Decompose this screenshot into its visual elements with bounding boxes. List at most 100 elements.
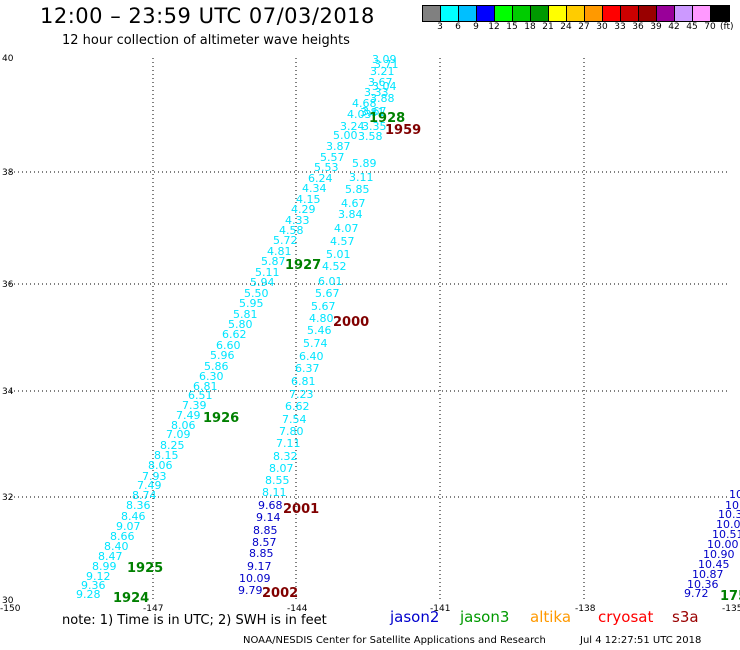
swh-value: 10.3 bbox=[725, 499, 740, 512]
swh-value: 4.67 bbox=[341, 197, 366, 210]
satellite-label: cryosat bbox=[598, 608, 654, 626]
swh-value: 5.53 bbox=[314, 161, 339, 174]
swh-value: 8.85 bbox=[253, 524, 278, 537]
latitude-label: 40 bbox=[2, 54, 14, 64]
swh-value: 4.29 bbox=[291, 203, 316, 216]
time-label: 2002 bbox=[262, 586, 298, 601]
swh-value: 10.00 bbox=[707, 538, 739, 551]
swh-value: 10.36 bbox=[687, 578, 719, 591]
swh-value: 6.81 bbox=[291, 375, 316, 388]
swh-value: 5.67 bbox=[311, 300, 336, 313]
swh-value: 5.89 bbox=[352, 157, 377, 170]
swh-value: 3.71 bbox=[374, 58, 399, 71]
swh-value: 4.03 bbox=[347, 108, 372, 121]
swh-value: 6.81 bbox=[193, 380, 218, 393]
footer-credit: NOAA/NESDIS Center for Satellite Applica… bbox=[243, 635, 546, 646]
satellite-tracks: 3.093.713.213.673.043.333.884.683.674.03… bbox=[76, 53, 740, 601]
time-label: 1925 bbox=[127, 561, 163, 576]
swh-value: 4.07 bbox=[334, 222, 359, 235]
swh-value: 3.04 bbox=[372, 80, 397, 93]
swh-value: 9.36 bbox=[81, 579, 106, 592]
swh-value: 5.81 bbox=[233, 308, 258, 321]
swh-value: 8.25 bbox=[160, 439, 185, 452]
longitude-label: -147 bbox=[143, 604, 163, 614]
swh-value: 3.09 bbox=[372, 53, 397, 66]
legend-swatch bbox=[603, 6, 621, 21]
legend-label: 30 bbox=[596, 22, 608, 32]
swh-value: 8.07 bbox=[269, 462, 294, 475]
swh-value: 4.58 bbox=[279, 224, 304, 237]
legend-color-bar bbox=[422, 5, 730, 22]
swh-value: 8.47 bbox=[98, 550, 123, 563]
swh-value: 9.12 bbox=[86, 570, 111, 583]
swh-value: 5.95 bbox=[239, 297, 264, 310]
legend-swatch bbox=[423, 6, 441, 21]
swh-value: 5.46 bbox=[307, 324, 332, 337]
swh-value: 6.30 bbox=[199, 370, 224, 383]
swh-value: 8.36 bbox=[126, 499, 151, 512]
swh-value: 3.58 bbox=[358, 130, 383, 143]
swh-value: 4.15 bbox=[296, 193, 321, 206]
time-label: 2001 bbox=[283, 502, 319, 517]
swh-value: 8.74 bbox=[132, 489, 157, 502]
legend-swatch bbox=[621, 6, 639, 21]
longitude-label: -141 bbox=[430, 604, 450, 614]
swh-value: 6.40 bbox=[299, 350, 324, 363]
longitude-label: -150 bbox=[0, 604, 21, 614]
swh-value: 7.11 bbox=[276, 437, 301, 450]
swh-value: 8.57 bbox=[252, 536, 277, 549]
time-label: 1959 bbox=[385, 123, 421, 138]
swh-value: 4.80 bbox=[309, 312, 334, 325]
swh-value: 9.28 bbox=[76, 588, 101, 601]
swh-value: 4.68 bbox=[352, 97, 377, 110]
time-label: 2000 bbox=[333, 315, 369, 330]
swh-value: 5.85 bbox=[345, 183, 370, 196]
swh-value: 5.96 bbox=[210, 349, 235, 362]
legend-label: 27 bbox=[578, 22, 590, 32]
legend-swatch bbox=[459, 6, 477, 21]
legend-label: 15 bbox=[506, 22, 518, 32]
swh-value: 6.24 bbox=[308, 172, 333, 185]
swh-value: 8.06 bbox=[148, 459, 173, 472]
swh-value: 9.17 bbox=[247, 560, 272, 573]
gridlines bbox=[10, 58, 730, 600]
legend-label: 6 bbox=[455, 22, 461, 32]
legend-swatch bbox=[513, 6, 531, 21]
map-title: 12:00 – 23:59 UTC 07/03/2018 bbox=[40, 4, 375, 28]
swh-value: 8.11 bbox=[262, 486, 287, 499]
swh-value: 5.50 bbox=[244, 287, 269, 300]
legend-swatch bbox=[495, 6, 513, 21]
swh-value: 3.81 bbox=[360, 106, 385, 119]
longitude-label: -135 bbox=[722, 604, 740, 614]
swh-value: 6.62 bbox=[285, 400, 310, 413]
swh-value: 5.74 bbox=[303, 337, 328, 350]
legend-label: 18 bbox=[524, 22, 536, 32]
time-label: 1928 bbox=[369, 111, 405, 126]
swh-value: 3.84 bbox=[338, 208, 363, 221]
swh-value: 7.93 bbox=[142, 470, 167, 483]
swh-value: 10.09 bbox=[239, 572, 271, 585]
longitude-label: -138 bbox=[575, 604, 596, 614]
swh-value: 8.32 bbox=[273, 450, 298, 463]
swh-value: 4.81 bbox=[267, 245, 292, 258]
legend-swatch bbox=[549, 6, 567, 21]
swh-value: 10 bbox=[729, 488, 740, 501]
legend-swatch bbox=[531, 6, 549, 21]
legend-swatch bbox=[657, 6, 675, 21]
swh-value: 3.24 bbox=[340, 120, 365, 133]
legend-swatch bbox=[477, 6, 495, 21]
time-label: 1924 bbox=[113, 591, 149, 606]
swh-value: 6.51 bbox=[188, 389, 213, 402]
legend-swatch bbox=[693, 6, 711, 21]
swh-value: 10.07 bbox=[716, 518, 740, 531]
swh-value: 6.01 bbox=[318, 275, 343, 288]
footer-timestamp: Jul 4 12:27:51 UTC 2018 bbox=[580, 635, 702, 646]
swh-value: 5.80 bbox=[228, 318, 253, 331]
swh-value: 10.87 bbox=[692, 568, 724, 581]
swh-value: 7.49 bbox=[137, 479, 162, 492]
time-label: 1926 bbox=[203, 411, 239, 426]
swh-value: 3.21 bbox=[370, 65, 395, 78]
swh-value: 9.79 bbox=[238, 584, 263, 597]
longitude-label: -144 bbox=[287, 604, 308, 614]
legend-label: 70 bbox=[704, 22, 716, 32]
